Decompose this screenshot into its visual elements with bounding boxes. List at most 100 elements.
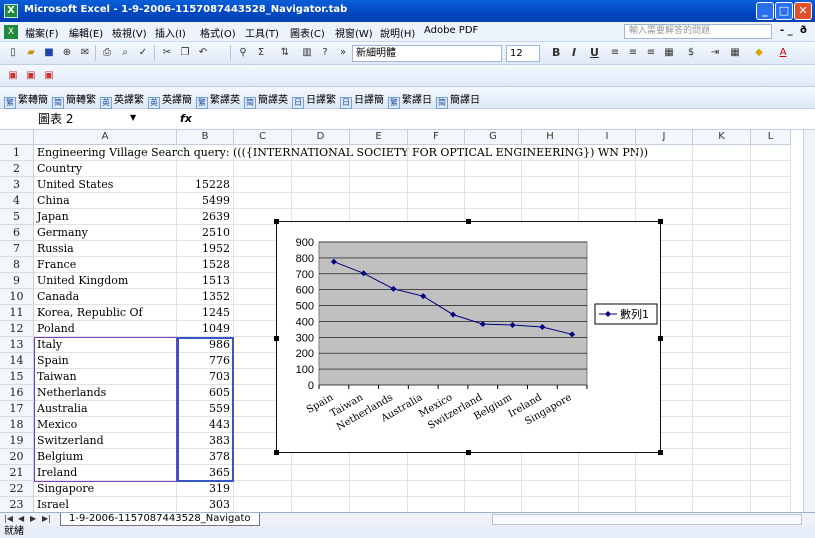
cell-count[interactable] (177, 145, 234, 161)
cell-empty[interactable] (751, 497, 791, 512)
cell-empty[interactable] (636, 289, 693, 305)
menu-help[interactable]: 說明(H) (380, 29, 416, 40)
cell-empty[interactable] (636, 161, 693, 177)
vertical-scrollbar[interactable] (803, 130, 815, 512)
cell-empty[interactable] (636, 353, 693, 369)
merge-center-icon[interactable]: ▦ (664, 47, 674, 58)
chart-resize-handle[interactable] (658, 336, 663, 341)
embedded-chart[interactable]: 0 100 200 300 400 500 600 700 800 900 Spain Taiwan N… (274, 219, 663, 455)
align-left-icon[interactable]: ≡ (610, 47, 620, 58)
cell-empty[interactable] (522, 145, 579, 161)
cell-count[interactable]: 559 (177, 401, 234, 417)
cell-country[interactable]: Canada (34, 289, 177, 305)
cell-count[interactable] (177, 161, 234, 177)
cell-empty[interactable] (751, 241, 791, 257)
cell-country[interactable]: Germany (34, 225, 177, 241)
column-header[interactable]: B (177, 130, 234, 145)
cell-count[interactable]: 2510 (177, 225, 234, 241)
cell-empty[interactable] (350, 193, 408, 209)
cell-empty[interactable] (350, 465, 408, 481)
cell-empty[interactable] (292, 177, 350, 193)
cell-empty[interactable] (636, 369, 693, 385)
align-center-icon[interactable]: ≡ (628, 47, 638, 58)
cell-empty[interactable] (408, 145, 465, 161)
trans-simp-to-en[interactable]: 简簡譯英 (244, 95, 288, 109)
row-header[interactable]: 11 (0, 305, 34, 321)
permission-icon[interactable]: ⊕ (62, 47, 72, 58)
cell-empty[interactable] (636, 225, 693, 241)
sheet-tab[interactable]: 1-9-2006-1157087443528_Navigato (60, 513, 260, 526)
cell-country[interactable]: France (34, 257, 177, 273)
print-preview-icon[interactable]: ⌕ (122, 47, 128, 58)
row-header[interactable]: 8 (0, 257, 34, 273)
cell-country[interactable]: China (34, 193, 177, 209)
hyperlink-icon[interactable]: ⚲ (239, 47, 247, 58)
trans-en-to-simp[interactable]: 英英譯簡 (148, 95, 192, 109)
row-header[interactable]: 20 (0, 449, 34, 465)
cell-empty[interactable] (408, 465, 465, 481)
cell-empty[interactable] (751, 209, 791, 225)
cell-count[interactable]: 1245 (177, 305, 234, 321)
cell-country[interactable]: Israel (34, 497, 177, 512)
cell-count[interactable]: 15228 (177, 177, 234, 193)
row-header[interactable]: 16 (0, 385, 34, 401)
align-right-icon[interactable]: ≡ (646, 47, 656, 58)
currency-icon[interactable]: $ (687, 47, 695, 58)
cell-empty[interactable] (636, 145, 693, 161)
horizontal-scrollbar[interactable] (492, 514, 802, 525)
cell-country[interactable]: Poland (34, 321, 177, 337)
italic-button[interactable]: I (572, 46, 577, 59)
cell-empty[interactable] (693, 289, 751, 305)
cell-count[interactable]: 703 (177, 369, 234, 385)
cell-empty[interactable] (465, 465, 522, 481)
cell-empty[interactable] (579, 193, 636, 209)
cell-empty[interactable] (292, 465, 350, 481)
cell-empty[interactable] (234, 193, 292, 209)
cell-empty[interactable] (751, 337, 791, 353)
cell-empty[interactable] (350, 481, 408, 497)
cell-empty[interactable] (693, 225, 751, 241)
chart-resize-handle[interactable] (658, 219, 663, 224)
cell-empty[interactable] (579, 449, 636, 465)
cell-empty[interactable] (751, 401, 791, 417)
row-header[interactable]: 1 (0, 145, 34, 161)
cell-empty[interactable] (751, 289, 791, 305)
row-header[interactable]: 6 (0, 225, 34, 241)
chart-resize-handle[interactable] (466, 219, 471, 224)
cell-empty[interactable] (693, 209, 751, 225)
name-box-dropdown-icon[interactable]: ▼ (130, 113, 137, 122)
cell-empty[interactable] (693, 337, 751, 353)
cell-country[interactable]: Japan (34, 209, 177, 225)
cell-empty[interactable] (234, 465, 292, 481)
doc-minimize-button[interactable]: - _ (780, 25, 793, 36)
pdf-convert-icon[interactable]: ▣ (8, 70, 18, 81)
column-header[interactable]: F (408, 130, 465, 145)
cell-count[interactable]: 986 (177, 337, 234, 353)
cell-empty[interactable] (693, 305, 751, 321)
row-header[interactable]: 17 (0, 401, 34, 417)
toolbar-options-icon[interactable]: » (339, 47, 347, 58)
cell-empty[interactable] (350, 497, 408, 512)
sort-ascending-icon[interactable]: ⇅ (280, 47, 290, 58)
cell-count[interactable]: 1049 (177, 321, 234, 337)
cell-empty[interactable] (292, 497, 350, 512)
cut-icon[interactable]: ✂ (162, 47, 172, 58)
cell-empty[interactable] (636, 305, 693, 321)
column-header[interactable]: K (693, 130, 751, 145)
cell-empty[interactable] (636, 337, 693, 353)
menu-view[interactable]: 檢視(V) (112, 29, 147, 40)
cell-empty[interactable] (350, 161, 408, 177)
workbook-icon[interactable]: X (4, 25, 18, 39)
autosum-icon[interactable]: Σ (257, 47, 265, 58)
column-header[interactable]: A (34, 130, 177, 145)
cell-count[interactable]: 776 (177, 353, 234, 369)
new-icon[interactable]: ▯ (10, 47, 16, 58)
cell-empty[interactable] (408, 161, 465, 177)
cell-empty[interactable] (636, 209, 693, 225)
row-header[interactable]: 22 (0, 481, 34, 497)
minimize-button[interactable]: _ (756, 2, 774, 20)
menu-tools[interactable]: 工具(T) (245, 29, 279, 40)
cell-empty[interactable] (636, 465, 693, 481)
maximize-button[interactable]: □ (775, 2, 793, 20)
cell-empty[interactable] (693, 257, 751, 273)
